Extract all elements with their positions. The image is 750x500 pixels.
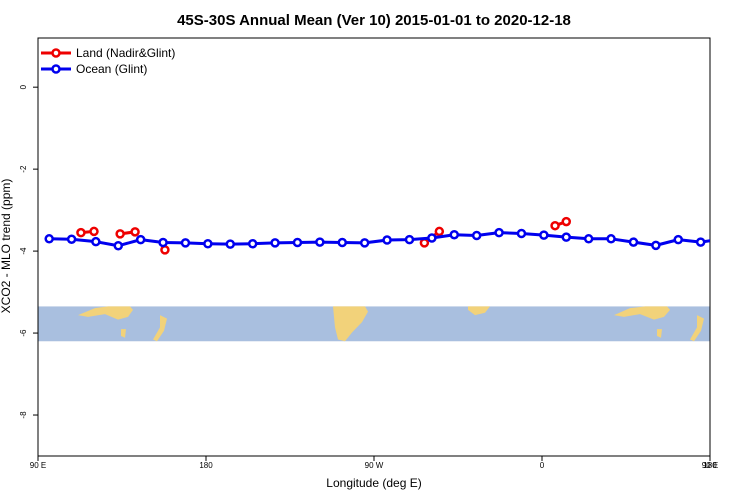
x-axis-label: Longitude (deg E)	[326, 476, 421, 490]
y-axis-label: XCO2 - MLO trend (ppm)	[0, 179, 13, 314]
legend: Land (Nadir&Glint) Ocean (Glint)	[41, 46, 175, 76]
y-axis: 0 -2 -4 -6 -8	[19, 84, 38, 419]
data-point	[673, 234, 684, 245]
series-line	[49, 231, 710, 248]
landmass-south-america	[333, 306, 368, 342]
y-tick-label: -4	[19, 247, 28, 255]
data-point	[135, 234, 146, 245]
legend-marker	[51, 64, 61, 74]
data-point	[695, 237, 706, 247]
landmass-africa	[468, 306, 490, 316]
data-point	[628, 237, 639, 247]
data-point	[91, 236, 101, 247]
x-tick-label: 0	[540, 461, 545, 470]
data-point	[158, 237, 168, 248]
series-ocean	[44, 227, 749, 251]
data-point	[471, 230, 482, 241]
y-tick-label: -2	[19, 165, 28, 173]
legend-label: Land (Nadir&Glint)	[76, 46, 175, 60]
data-point	[419, 238, 430, 248]
x-tick-label: 90 E	[702, 461, 718, 470]
series-line	[736, 231, 749, 232]
data-point	[404, 234, 415, 245]
data-point	[494, 227, 504, 238]
y-tick-label: -6	[19, 329, 28, 337]
data-point	[225, 239, 236, 249]
data-point	[550, 220, 560, 231]
landmass-new-zealand	[153, 315, 167, 342]
data-point	[44, 234, 54, 244]
ocean-band	[38, 306, 710, 342]
landmass-australia	[614, 306, 670, 320]
x-tick-label: 180	[199, 461, 213, 470]
data-point	[337, 237, 348, 248]
data-point	[561, 216, 572, 227]
x-tick-label: 90 E	[30, 461, 46, 470]
data-point	[89, 226, 99, 237]
data-point	[583, 234, 594, 244]
data-point	[449, 229, 460, 240]
series-land	[76, 216, 750, 255]
series-layer	[44, 216, 750, 255]
landmass-tasmania	[121, 329, 126, 338]
y-tick-label: -8	[19, 411, 28, 419]
plot-frame	[37, 37, 711, 457]
data-point	[66, 234, 77, 244]
y-tick-label: 0	[19, 84, 28, 89]
legend-label: Ocean (Glint)	[76, 62, 147, 76]
landmass-new-zealand	[690, 315, 704, 342]
data-point	[516, 228, 527, 239]
data-point	[651, 240, 661, 251]
chart-title: 45S-30S Annual Mean (Ver 10) 2015-01-01 …	[177, 12, 571, 29]
landmass-tasmania	[657, 329, 662, 338]
landmass-australia	[78, 306, 133, 320]
x-tick-label: 180	[703, 461, 717, 470]
data-point	[561, 232, 572, 242]
data-point	[130, 227, 140, 237]
data-point	[720, 235, 727, 242]
data-point	[359, 238, 370, 248]
data-point	[539, 230, 549, 240]
data-point	[746, 228, 750, 235]
data-point	[427, 233, 437, 243]
x-tick-label: 90 W	[365, 461, 384, 470]
data-point	[115, 229, 125, 239]
map-band	[38, 306, 710, 342]
data-point	[733, 229, 740, 236]
data-point	[606, 234, 616, 244]
data-point	[742, 236, 749, 243]
data-point	[434, 226, 445, 237]
data-point	[270, 238, 280, 248]
data-point	[292, 237, 303, 248]
legend-marker	[51, 48, 61, 58]
data-point	[203, 238, 213, 249]
data-point	[76, 227, 86, 238]
data-point	[113, 241, 124, 251]
data-point	[180, 238, 191, 248]
data-point	[315, 237, 325, 247]
data-point	[247, 238, 258, 249]
data-point	[382, 235, 392, 245]
data-point	[160, 245, 170, 255]
